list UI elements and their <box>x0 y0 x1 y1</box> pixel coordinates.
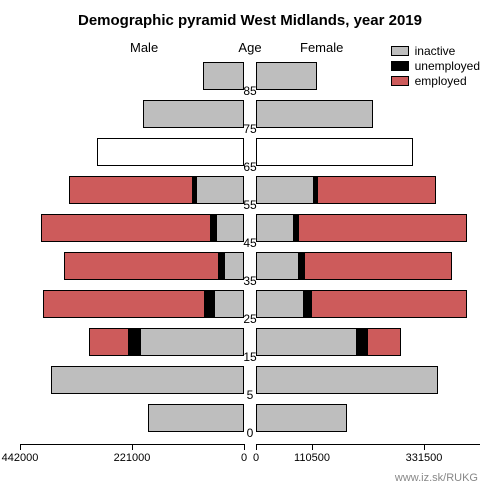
age-label: 75 <box>235 122 265 136</box>
axis-tick <box>132 444 133 450</box>
segment-unemployed <box>210 214 217 242</box>
footer-url: www.iz.sk/RUKG <box>395 472 478 484</box>
segment-employed <box>89 328 130 356</box>
bar-row-female <box>256 176 480 204</box>
axis-tick-label: 0 <box>253 452 259 464</box>
segment-employed <box>317 176 437 204</box>
bar-row-male <box>20 138 244 166</box>
legend-item-inactive: inactive <box>391 44 480 58</box>
segment-employed <box>304 252 452 280</box>
plot-area: 85 75 65 55 45 35 25 15 5 0 <box>20 56 480 446</box>
age-label: 85 <box>235 84 265 98</box>
age-label: 35 <box>235 274 265 288</box>
legend-item-employed: employed <box>391 74 480 88</box>
x-axis-male: 4420002210000 <box>20 444 244 464</box>
segment-employed <box>43 290 205 318</box>
axis-tick-label: 442000 <box>2 452 39 464</box>
segment-inactive <box>256 366 438 394</box>
bar-row-male <box>20 100 244 128</box>
axis-tick <box>256 444 257 450</box>
segment-employed <box>298 214 467 242</box>
segment-inactive <box>256 404 347 432</box>
segment-unemployed <box>128 328 141 356</box>
bar-row-female <box>256 404 480 432</box>
segment-special <box>256 138 413 166</box>
header-age: Age <box>238 40 261 55</box>
header-female: Female <box>300 40 343 55</box>
bar-row-female <box>256 252 480 280</box>
segment-employed <box>311 290 467 318</box>
axis-tick <box>312 444 313 450</box>
axis-tick <box>424 444 425 450</box>
legend: inactive unemployed employed <box>391 44 480 89</box>
bar-row-female <box>256 138 480 166</box>
axis-tick <box>244 444 245 450</box>
demographic-pyramid-chart: Demographic pyramid West Midlands, year … <box>0 0 500 500</box>
bar-row-male <box>20 214 244 242</box>
bar-row-male <box>20 404 244 432</box>
female-side <box>256 56 480 446</box>
segment-inactive <box>256 328 357 356</box>
segment-inactive <box>256 62 317 90</box>
bar-row-female <box>256 214 480 242</box>
legend-swatch-employed <box>391 76 409 86</box>
legend-item-unemployed: unemployed <box>391 59 480 73</box>
legend-label-unemployed: unemployed <box>415 59 480 73</box>
bar-row-male <box>20 290 244 318</box>
age-label: 25 <box>235 312 265 326</box>
axis-tick-label: 110500 <box>294 452 330 464</box>
legend-swatch-unemployed <box>391 61 409 71</box>
axis-line <box>256 444 480 445</box>
bar-row-male <box>20 176 244 204</box>
age-label: 65 <box>235 160 265 174</box>
age-label: 15 <box>235 350 265 364</box>
age-label: 5 <box>235 388 265 402</box>
segment-employed <box>367 328 401 356</box>
segment-unemployed <box>218 252 225 280</box>
segment-unemployed <box>204 290 214 318</box>
legend-label-inactive: inactive <box>415 44 456 58</box>
x-axis-female: 0 110500 331500 <box>256 444 480 464</box>
segment-employed <box>69 176 193 204</box>
axis-tick-label: 221000 <box>114 452 151 464</box>
bar-row-female <box>256 290 480 318</box>
segment-employed <box>41 214 211 242</box>
age-label: 45 <box>235 236 265 250</box>
segment-inactive <box>256 100 373 128</box>
bar-row-male <box>20 252 244 280</box>
segment-inactive <box>51 366 244 394</box>
age-label: 0 <box>235 426 265 440</box>
bar-row-male <box>20 328 244 356</box>
bar-row-female <box>256 100 480 128</box>
segment-inactive <box>148 404 244 432</box>
bar-row-male <box>20 366 244 394</box>
legend-swatch-inactive <box>391 46 409 56</box>
segment-employed <box>64 252 219 280</box>
header-male: Male <box>130 40 158 55</box>
axis-tick-label: 0 <box>241 452 247 464</box>
segment-inactive <box>140 328 244 356</box>
chart-title: Demographic pyramid West Midlands, year … <box>0 12 500 29</box>
axis-tick <box>20 444 21 450</box>
bar-row-male <box>20 62 244 90</box>
bar-row-female <box>256 328 480 356</box>
age-label: 55 <box>235 198 265 212</box>
legend-label-employed: employed <box>415 74 467 88</box>
bar-row-female <box>256 366 480 394</box>
segment-inactive <box>143 100 244 128</box>
axis-tick-label: 331500 <box>406 452 443 464</box>
segment-special <box>97 138 244 166</box>
male-side <box>20 56 244 446</box>
